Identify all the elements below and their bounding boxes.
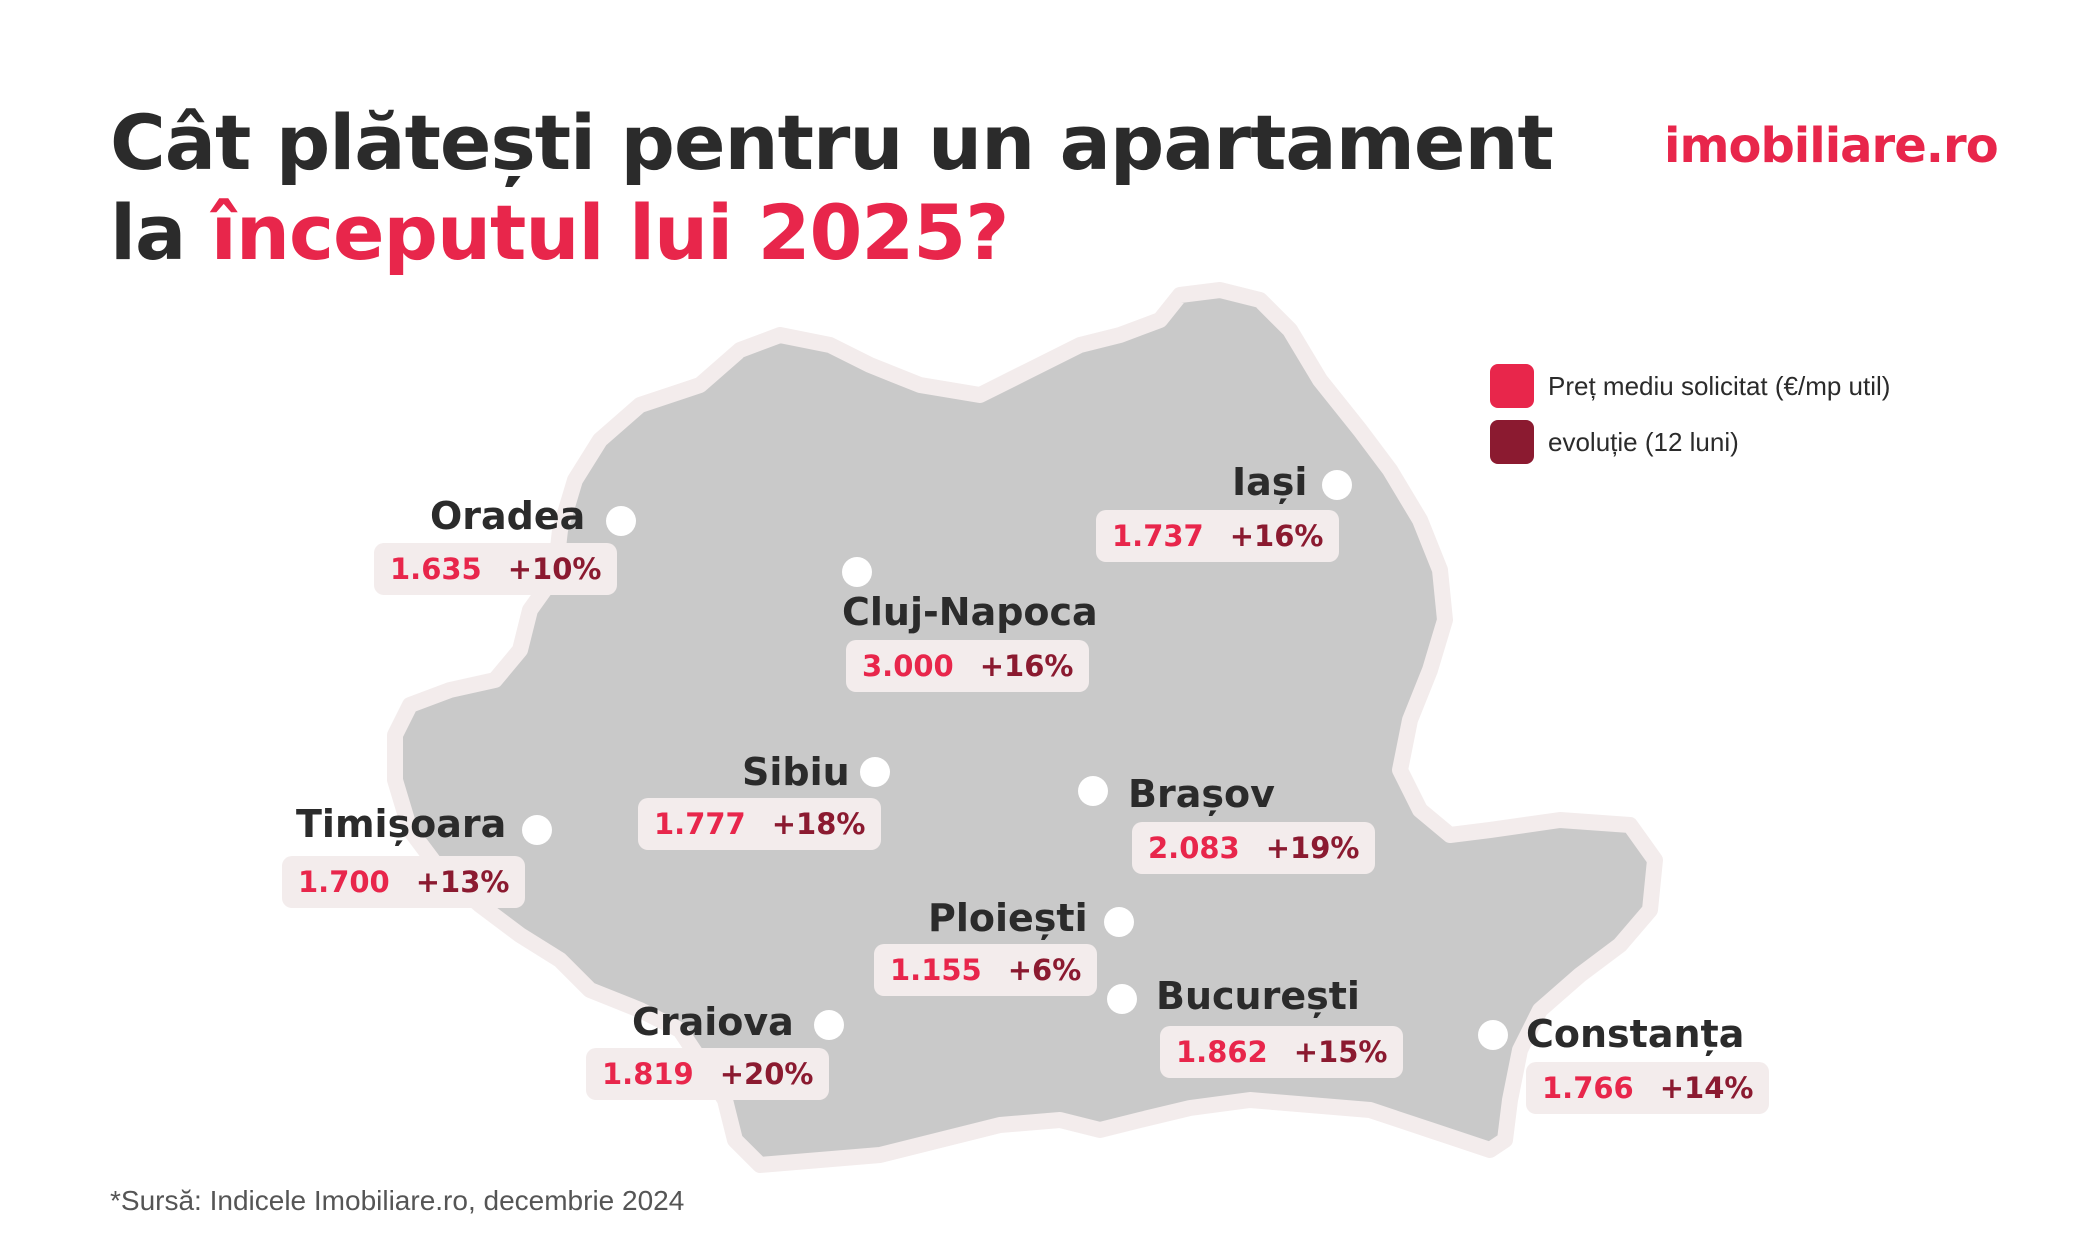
city-marker-bucuresti[interactable] — [1107, 984, 1137, 1014]
legend-item-price: Preț mediu solicitat (€/mp util) — [1490, 364, 1890, 408]
title-line-2-accent: începutul lui 2025? — [210, 188, 1009, 277]
legend-swatch-evolution — [1490, 420, 1534, 464]
city-label-constanta: 1.766 +14% — [1526, 1062, 1770, 1114]
city-name-timisoara: Timișoara — [296, 802, 507, 846]
brand-logo[interactable]: imobiliare.ro — [1664, 118, 1999, 174]
price-iasi: 1.737 — [1112, 519, 1204, 553]
price-sibiu: 1.777 — [654, 807, 746, 841]
city-marker-craiova[interactable] — [814, 1010, 844, 1040]
city-marker-cluj-napoca[interactable] — [842, 557, 872, 587]
evolution-ploiesti: +6% — [1007, 953, 1082, 987]
city-name-cluj-napoca: Cluj-Napoca — [842, 590, 1098, 634]
source-note: *Sursă: Indicele Imobiliare.ro, decembri… — [110, 1185, 685, 1216]
price-ploiesti: 1.155 — [890, 953, 982, 987]
evolution-bucuresti: +15% — [1293, 1035, 1388, 1069]
evolution-iasi: +16% — [1229, 519, 1324, 553]
evolution-timisoara: +13% — [415, 865, 510, 899]
price-cluj-napoca: 3.000 — [862, 649, 954, 683]
evolution-constanta: +14% — [1659, 1071, 1754, 1105]
city-name-oradea: Oradea — [430, 494, 586, 538]
city-marker-constanta[interactable] — [1478, 1020, 1508, 1050]
city-label-oradea: 1.635 +10% — [374, 543, 618, 595]
city-name-craiova: Craiova — [632, 1000, 794, 1044]
evolution-craiova: +20% — [719, 1057, 814, 1091]
evolution-sibiu: +18% — [771, 807, 866, 841]
legend-item-evolution: evoluție (12 luni) — [1490, 420, 1890, 464]
city-label-bucuresti: 1.862 +15% — [1160, 1026, 1404, 1078]
city-label-ploiesti: 1.155 +6% — [874, 944, 1098, 996]
evolution-cluj-napoca: +16% — [979, 649, 1074, 683]
price-timisoara: 1.700 — [298, 865, 390, 899]
legend-swatch-price — [1490, 364, 1534, 408]
evolution-brasov: +19% — [1265, 831, 1360, 865]
price-bucuresti: 1.862 — [1176, 1035, 1268, 1069]
city-name-iasi: Iași — [1232, 460, 1308, 504]
romania-shape — [387, 282, 1663, 1173]
evolution-oradea: +10% — [507, 552, 602, 586]
city-name-bucuresti: București — [1156, 974, 1360, 1018]
city-label-sibiu: 1.777 +18% — [638, 798, 882, 850]
city-name-ploiesti: Ploiești — [928, 896, 1088, 940]
city-label-iasi: 1.737 +16% — [1096, 510, 1340, 562]
title-line-2-prefix: la — [110, 188, 211, 277]
city-label-craiova: 1.819 +20% — [586, 1048, 830, 1100]
city-marker-ploiesti[interactable] — [1104, 907, 1134, 937]
city-name-sibiu: Sibiu — [742, 750, 850, 794]
city-marker-iasi[interactable] — [1322, 470, 1352, 500]
city-name-constanta: Constanța — [1526, 1012, 1745, 1056]
city-marker-oradea[interactable] — [606, 506, 636, 536]
city-label-timisoara: 1.700 +13% — [282, 856, 526, 908]
price-brasov: 2.083 — [1148, 831, 1240, 865]
price-craiova: 1.819 — [602, 1057, 694, 1091]
legend-label-price: Preț mediu solicitat (€/mp util) — [1548, 370, 1891, 401]
city-name-brasov: Brașov — [1128, 772, 1275, 816]
price-constanta: 1.766 — [1542, 1071, 1634, 1105]
city-label-brasov: 2.083 +19% — [1132, 822, 1376, 874]
city-marker-sibiu[interactable] — [860, 757, 890, 787]
city-label-cluj-napoca: 3.000 +16% — [846, 640, 1090, 692]
legend-label-evolution: evoluție (12 luni) — [1548, 426, 1739, 457]
city-marker-timisoara[interactable] — [522, 815, 552, 845]
title-line-1: Cât plătești pentru un apartament — [110, 98, 1554, 187]
price-oradea: 1.635 — [390, 552, 482, 586]
page-title: Cât plătești pentru un apartament la înc… — [110, 98, 1554, 278]
city-marker-brasov[interactable] — [1078, 776, 1108, 806]
legend: Preț mediu solicitat (€/mp util) evoluți… — [1490, 364, 1890, 476]
